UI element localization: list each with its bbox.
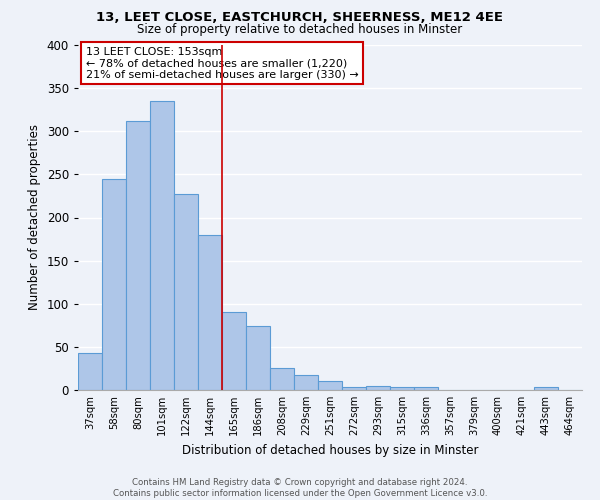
Bar xyxy=(198,235,222,390)
Bar xyxy=(366,386,390,390)
Bar xyxy=(390,388,414,390)
Text: Size of property relative to detached houses in Minster: Size of property relative to detached ho… xyxy=(137,22,463,36)
Bar xyxy=(126,121,150,390)
Bar xyxy=(78,353,102,390)
Text: Contains HM Land Registry data © Crown copyright and database right 2024.
Contai: Contains HM Land Registry data © Crown c… xyxy=(113,478,487,498)
Bar xyxy=(246,326,270,390)
Bar xyxy=(102,178,126,390)
Text: 13, LEET CLOSE, EASTCHURCH, SHEERNESS, ME12 4EE: 13, LEET CLOSE, EASTCHURCH, SHEERNESS, M… xyxy=(97,11,503,24)
Bar xyxy=(174,194,198,390)
X-axis label: Distribution of detached houses by size in Minster: Distribution of detached houses by size … xyxy=(182,444,478,456)
Bar xyxy=(342,386,366,390)
Y-axis label: Number of detached properties: Number of detached properties xyxy=(28,124,41,310)
Bar xyxy=(294,376,318,390)
Bar xyxy=(222,312,246,390)
Bar xyxy=(414,388,438,390)
Text: 13 LEET CLOSE: 153sqm
← 78% of detached houses are smaller (1,220)
21% of semi-d: 13 LEET CLOSE: 153sqm ← 78% of detached … xyxy=(86,46,358,80)
Bar xyxy=(318,382,342,390)
Bar xyxy=(534,388,558,390)
Bar xyxy=(270,368,294,390)
Bar xyxy=(150,101,174,390)
